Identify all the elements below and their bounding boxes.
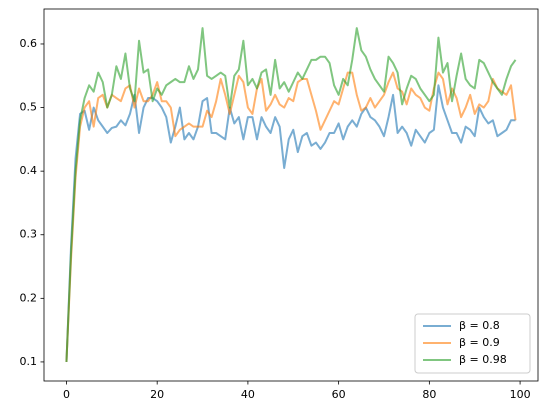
x-tick-label: 80	[422, 388, 436, 401]
legend-label: β = 0.8	[459, 319, 500, 332]
y-tick-label: 0.1	[20, 355, 38, 368]
legend-box	[414, 313, 531, 374]
y-tick-label: 0.4	[20, 164, 38, 177]
x-tick-label: 40	[241, 388, 255, 401]
y-tick-label: 0.5	[20, 101, 38, 114]
y-tick-label: 0.2	[20, 291, 38, 304]
x-tick-label: 60	[332, 388, 346, 401]
series-line	[65, 71, 517, 362]
y-tick-label: 0.3	[20, 228, 38, 241]
x-tick-label: 0	[63, 388, 70, 401]
legend-label: β = 0.9	[459, 336, 500, 349]
legend-label: β = 0.98	[459, 353, 507, 366]
x-tick-label: 20	[150, 388, 164, 401]
series-line	[65, 27, 517, 362]
series-line	[65, 84, 516, 362]
plot-frame	[43, 8, 539, 382]
x-tick-label: 100	[510, 388, 531, 401]
y-tick-label: 0.6	[20, 37, 38, 50]
